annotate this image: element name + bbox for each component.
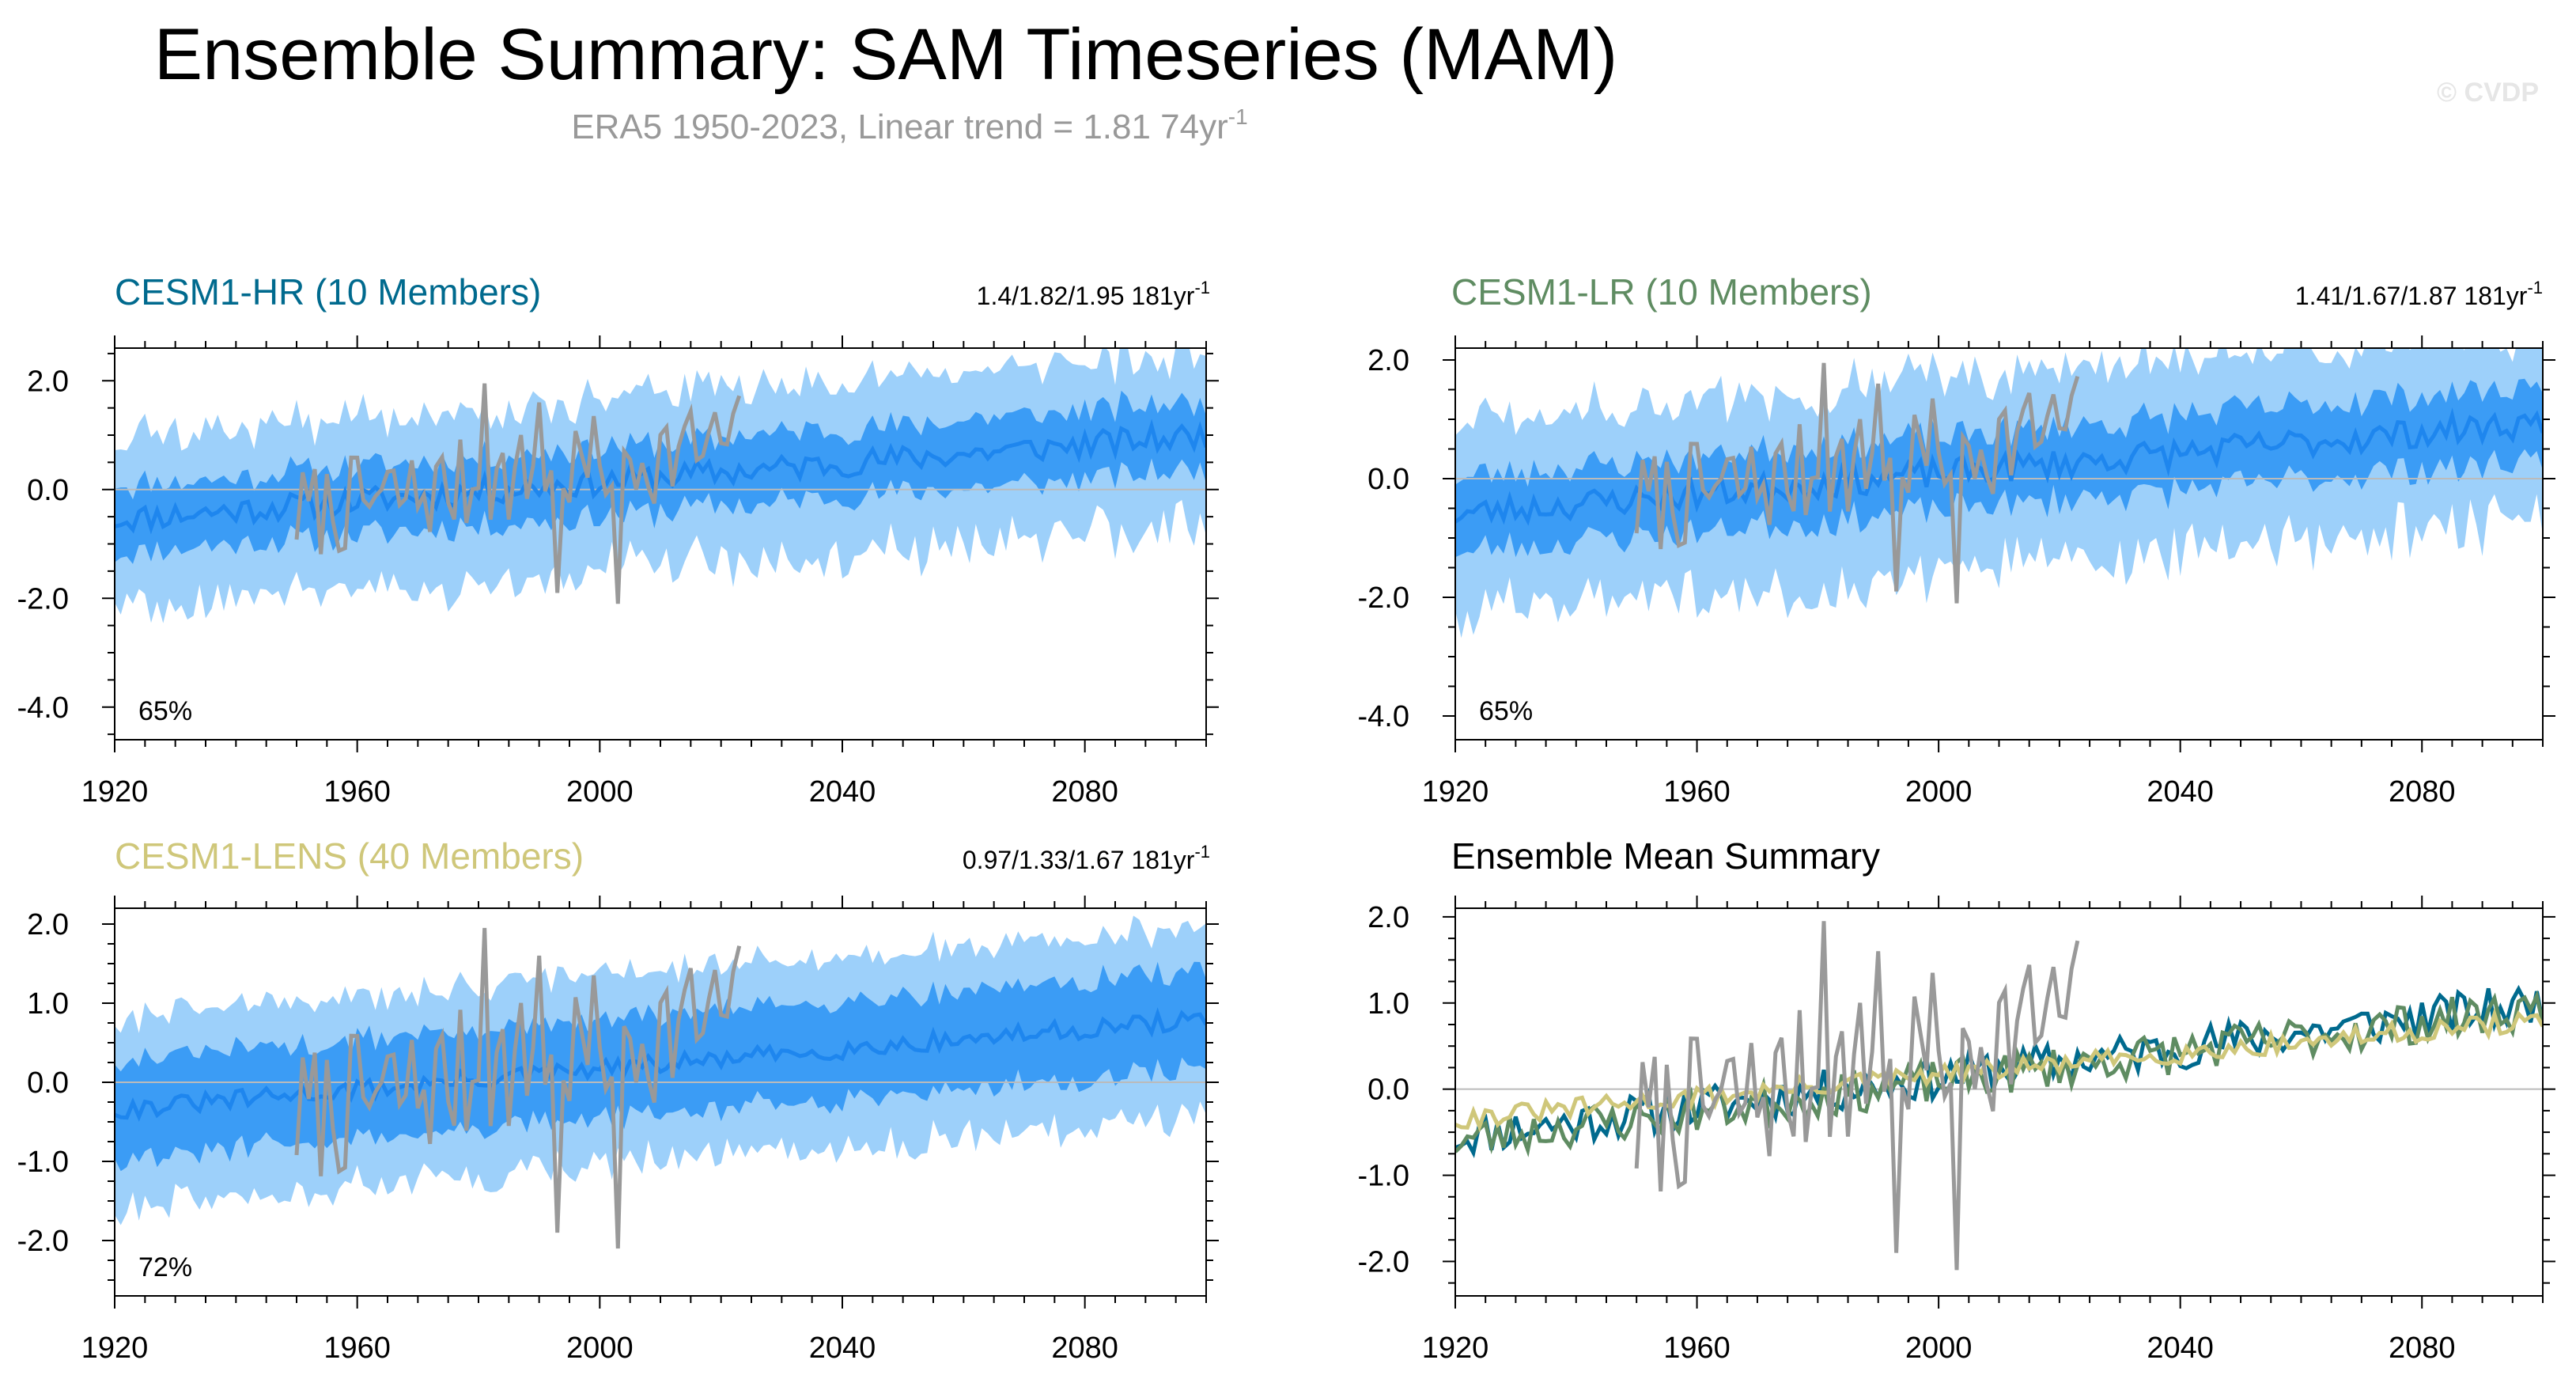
percent-label: 65% bbox=[1479, 696, 1533, 726]
x-tick-label: 1920 bbox=[81, 775, 149, 809]
panel-trend-stat: 1.4/1.82/1.95 181yr-1 bbox=[977, 278, 1210, 310]
x-tick-label: 2000 bbox=[566, 1331, 634, 1365]
plot-frame bbox=[1454, 907, 2544, 1297]
observations-line bbox=[294, 927, 742, 1249]
observations-line bbox=[294, 383, 742, 604]
trend-stat-text: 0.97/1.33/1.67 181yr bbox=[963, 846, 1195, 874]
x-tick-label: 2040 bbox=[809, 1331, 876, 1365]
percent-label: 65% bbox=[138, 696, 192, 726]
panel-cesm1-lens: CESM1-LENS (40 Members) 0.97/1.33/1.67 18… bbox=[17, 835, 1219, 1365]
plot-area bbox=[115, 348, 1206, 623]
ensemble-mean-line bbox=[1455, 407, 2543, 526]
plot-area bbox=[1455, 348, 2543, 638]
y-tick-label: 2.0 bbox=[27, 908, 69, 941]
y-tick-label: -4.0 bbox=[1358, 700, 1409, 733]
ensemble-mean-line bbox=[115, 419, 1206, 535]
y-tick-label: 1.0 bbox=[27, 987, 69, 1021]
y-tick-label: -2.0 bbox=[17, 582, 69, 616]
x-tick-label: 1920 bbox=[1422, 775, 1489, 809]
y-tick-label: 0.0 bbox=[1367, 463, 1409, 496]
x-tick-label: 2080 bbox=[2389, 775, 2456, 809]
series-line-cesm1-lens bbox=[1455, 1007, 2543, 1132]
x-tick-label: 2080 bbox=[1051, 1331, 1118, 1365]
trend-stat-sup: -1 bbox=[1194, 842, 1210, 862]
x-tick-label: 1960 bbox=[1663, 775, 1731, 809]
percent-label: 72% bbox=[138, 1252, 192, 1282]
y-tick-label: -1.0 bbox=[17, 1146, 69, 1179]
panel-cesm1-hr: CESM1-HR (10 Members) 1.4/1.82/1.95 181yr… bbox=[17, 271, 1219, 809]
panel-title: CESM1-LR (10 Members) bbox=[1451, 271, 1872, 313]
trend-stat-text: 1.41/1.67/1.87 181yr bbox=[2295, 282, 2528, 310]
panel-trend-stat: 0.97/1.33/1.67 181yr-1 bbox=[963, 842, 1210, 874]
inner-spread-band bbox=[115, 961, 1206, 1172]
x-tick-label: 1920 bbox=[1422, 1331, 1489, 1365]
x-tick-label: 1920 bbox=[81, 1331, 149, 1365]
x-tick-label: 2080 bbox=[2389, 1331, 2456, 1365]
y-tick-label: 0.0 bbox=[27, 1066, 69, 1100]
trend-stat-text: 1.4/1.82/1.95 181yr bbox=[977, 282, 1195, 310]
x-tick-label: 2040 bbox=[809, 775, 876, 809]
x-tick-label: 2040 bbox=[2147, 775, 2214, 809]
subtitle-main: ERA5 1950-2023, Linear trend = 1.81 74yr bbox=[571, 108, 1227, 146]
observations-line bbox=[1634, 921, 2080, 1271]
panel-title: CESM1-LENS (40 Members) bbox=[115, 835, 584, 877]
ensemble-mean-line bbox=[115, 1007, 1206, 1122]
trend-stat-sup: -1 bbox=[1194, 278, 1210, 297]
y-tick-label: 0.0 bbox=[27, 474, 69, 507]
y-tick-label: 0.0 bbox=[1367, 1074, 1409, 1107]
y-tick-label: 2.0 bbox=[1367, 344, 1409, 377]
x-tick-label: 2000 bbox=[1905, 1331, 1973, 1365]
plot-area bbox=[1455, 921, 2543, 1271]
y-tick-label: -2.0 bbox=[1358, 1245, 1409, 1278]
panel-title: CESM1-HR (10 Members) bbox=[115, 271, 541, 313]
panel-trend-stat: 1.41/1.67/1.87 181yr-1 bbox=[2295, 278, 2543, 310]
subtitle-sup: -1 bbox=[1228, 104, 1248, 129]
chart-title: Ensemble Summary: SAM Timeseries (MAM) bbox=[154, 14, 1618, 95]
trend-stat-sup: -1 bbox=[2527, 278, 2543, 297]
y-tick-label: -4.0 bbox=[17, 691, 69, 725]
y-tick-label: -2.0 bbox=[17, 1225, 69, 1258]
x-tick-label: 2000 bbox=[1905, 775, 1973, 809]
panel-title: Ensemble Mean Summary bbox=[1451, 835, 1880, 877]
chart-subtitle: ERA5 1950-2023, Linear trend = 1.81 74yr… bbox=[571, 104, 1247, 146]
x-tick-label: 2040 bbox=[2147, 1331, 2214, 1365]
x-tick-label: 1960 bbox=[323, 775, 391, 809]
observations-line bbox=[1634, 362, 2080, 604]
y-tick-label: -2.0 bbox=[1358, 581, 1409, 615]
y-tick-label: 1.0 bbox=[1367, 987, 1409, 1021]
y-tick-label: 2.0 bbox=[1367, 901, 1409, 934]
credit-watermark: © CVDP bbox=[2437, 78, 2539, 108]
x-tick-label: 2000 bbox=[566, 775, 634, 809]
panel-ensemble-mean-summary: Ensemble Mean Summary 1920 1960 2000 2040 208… bbox=[1358, 835, 2555, 1365]
y-tick-label: 2.0 bbox=[27, 365, 69, 398]
x-tick-label: 1960 bbox=[323, 1331, 391, 1365]
panel-cesm1-lr: CESM1-LR (10 Members) 1.41/1.67/1.87 181y… bbox=[1358, 271, 2555, 809]
plot-area bbox=[115, 915, 1206, 1249]
y-tick-label: -1.0 bbox=[1358, 1160, 1409, 1193]
x-tick-label: 1960 bbox=[1663, 1331, 1731, 1365]
x-tick-label: 2080 bbox=[1051, 775, 1118, 809]
